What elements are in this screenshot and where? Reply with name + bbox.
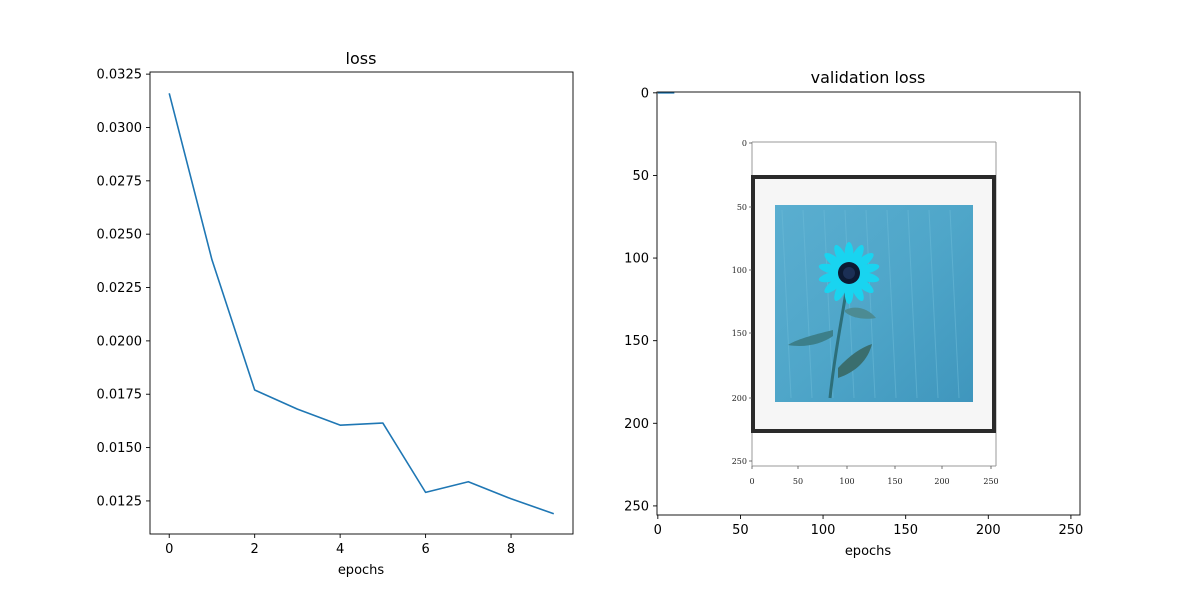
y-tick-label: 0.0300 [97, 121, 143, 136]
flower-petal [849, 244, 864, 269]
y-tick-label: 50 [632, 169, 649, 184]
flower-leaf [845, 307, 876, 319]
x-tick-label: 0 [165, 542, 173, 557]
flower-petal [824, 252, 846, 271]
y-tick-label: 0.0200 [97, 334, 143, 349]
photo-streak [886, 209, 897, 399]
flower-center-core [843, 267, 855, 279]
flower-leaf [788, 330, 833, 346]
embedded-y-tick-label: 250 [732, 457, 747, 466]
photo-streak [949, 209, 960, 399]
embedded-y-tick-label: 50 [737, 203, 747, 212]
flower-petal [852, 275, 874, 294]
flower-petal [824, 275, 846, 294]
embedded-x-tick-label: 200 [934, 477, 949, 486]
embedded-y-tick-label: 100 [732, 266, 747, 275]
embedded-x-tick-label: 250 [983, 477, 998, 486]
embedded-image: 0 50 100 150 200 250 0 50 100 150 200 250 [732, 139, 999, 486]
y-tick-label: 0.0225 [97, 281, 143, 296]
y-tick-label: 0.0150 [97, 441, 143, 456]
y-tick-label: 0.0125 [97, 494, 143, 509]
x-tick-label: 100 [811, 523, 836, 538]
chart-title: loss [346, 49, 377, 68]
y-tick-label: 0.0275 [97, 174, 143, 189]
x-tick-label: 6 [421, 542, 429, 557]
validation-loss-chart: validation loss epochs 0 50 100 150 200 250 0 5… [624, 68, 1083, 559]
x-tick-label: 50 [732, 523, 749, 538]
flower-petal [818, 271, 845, 283]
y-tick-label: 0 [641, 86, 649, 101]
photo-streak [781, 209, 792, 399]
x-tick-label: 8 [507, 542, 515, 557]
embedded-x-tick-label: 50 [793, 477, 803, 486]
flower-petal [852, 252, 874, 271]
flower-petal [834, 244, 849, 269]
flower-petal [849, 277, 864, 302]
photo-streak [928, 209, 939, 399]
flower-petal [853, 263, 880, 275]
embedded-x-tick-label: 100 [839, 477, 854, 486]
plot-frame [656, 91, 1081, 516]
photo-streak [865, 209, 876, 399]
y-tick-label: 100 [624, 252, 649, 267]
flower-petal [834, 277, 849, 302]
x-tick-label: 250 [1058, 523, 1083, 538]
y-tick-label: 0.0175 [97, 388, 143, 403]
embedded-x-tick-label: 150 [887, 477, 902, 486]
x-tick-label: 2 [251, 542, 259, 557]
embedded-y-tick-label: 200 [732, 394, 747, 403]
photo-streak [802, 209, 813, 399]
photo-streak [907, 209, 918, 399]
y-tick-label: 0.0325 [97, 68, 143, 83]
loss-chart: loss epochs 0 2 4 6 8 0.0125 0.0150 0.0175 0.020… [97, 49, 574, 578]
x-axis-label: epochs [845, 544, 892, 559]
x-axis-label: epochs [338, 563, 385, 578]
x-tick-label: 0 [654, 523, 662, 538]
y-tick-label: 150 [624, 334, 649, 349]
y-tick-label: 250 [624, 499, 649, 514]
embedded-y-tick-label: 150 [732, 329, 747, 338]
x-tick-label: 150 [893, 523, 918, 538]
y-tick-label: 0.0250 [97, 228, 143, 243]
x-tick-label: 200 [976, 523, 1001, 538]
y-tick-label: 200 [624, 417, 649, 432]
series-line [168, 93, 555, 515]
embedded-y-tick-label: 0 [742, 139, 747, 148]
embedded-x-tick-label: 0 [749, 477, 754, 486]
photo-streak [823, 209, 834, 399]
chart-title: validation loss [811, 68, 926, 87]
x-tick-label: 4 [336, 542, 344, 557]
flower-leaf [838, 344, 872, 378]
plot-frame [149, 71, 574, 535]
